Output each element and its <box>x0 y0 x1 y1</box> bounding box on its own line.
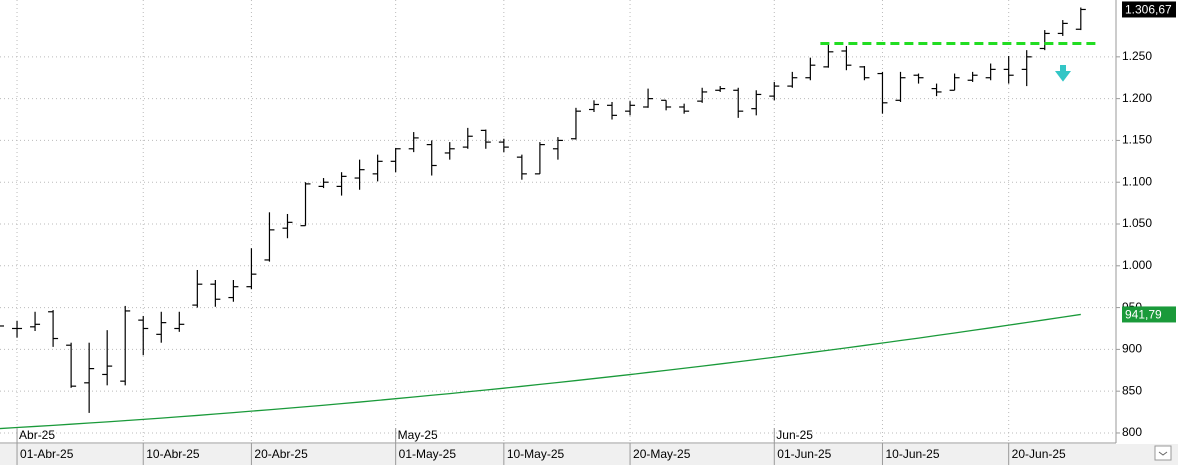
x-tick-label: 10-Jun-25 <box>885 447 939 461</box>
y-tick-label: 1.000 <box>1122 258 1152 272</box>
x-tick-label: 01-May-25 <box>399 447 457 461</box>
x-tick-label: 01-Abr-25 <box>20 447 74 461</box>
x-tick-label: 20-Jun-25 <box>1012 447 1066 461</box>
y-tick-label: 850 <box>1122 383 1142 397</box>
moving-average-line <box>0 313 1081 430</box>
x-tick-label: 10-May-25 <box>507 447 565 461</box>
price-marker-box <box>1122 1 1176 18</box>
y-tick-label: 1.200 <box>1122 91 1152 105</box>
month-label: Jun-25 <box>776 428 813 442</box>
price-marker-label: 1.306,67 <box>1125 3 1172 17</box>
y-tick-label: 1.100 <box>1122 174 1152 188</box>
y-tick-label: 1.150 <box>1122 133 1152 147</box>
x-axis-band <box>0 444 1178 465</box>
y-tick-label: 1.050 <box>1122 216 1152 230</box>
price-marker-label: 941,79 <box>1125 308 1162 322</box>
x-tick-label: 10-Abr-25 <box>146 447 200 461</box>
x-tick-label: 20-Abr-25 <box>254 447 308 461</box>
up-arrow <box>1055 65 1071 82</box>
y-tick-label: 900 <box>1122 342 1142 356</box>
month-label: May-25 <box>398 428 438 442</box>
y-tick-label: 1.250 <box>1122 49 1152 63</box>
scroll-icon <box>1158 451 1168 456</box>
price-marker-box <box>1122 306 1176 323</box>
month-label: Abr-25 <box>19 428 55 442</box>
x-tick-label: 20-May-25 <box>633 447 691 461</box>
x-tick-label: 01-Jun-25 <box>777 447 831 461</box>
scroll-button[interactable] <box>1154 445 1172 461</box>
plot-area <box>0 0 1116 443</box>
y-tick-label: 800 <box>1122 425 1142 439</box>
